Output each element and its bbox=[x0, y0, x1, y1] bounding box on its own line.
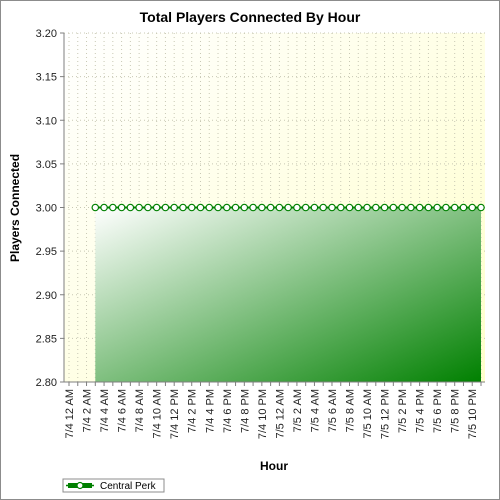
data-point bbox=[433, 203, 441, 212]
y-tick-label: 3.15 bbox=[36, 72, 57, 84]
x-tick-label: 7/5 12 AM bbox=[274, 389, 286, 439]
legend-box bbox=[62, 478, 165, 493]
y-tick-label: 3.20 bbox=[36, 28, 57, 40]
data-point bbox=[231, 203, 240, 212]
data-point bbox=[144, 203, 152, 212]
x-tick-label: 7/4 10 PM bbox=[257, 389, 269, 439]
x-tick-label: 7/5 10 PM bbox=[467, 389, 479, 439]
legend-label: Central Perk bbox=[100, 481, 157, 492]
x-tick-label: 7/4 8 AM bbox=[134, 389, 146, 432]
series-points-layer bbox=[91, 203, 485, 212]
data-point bbox=[275, 203, 284, 212]
data-point bbox=[135, 203, 143, 212]
x-tick-label: 7/5 6 AM bbox=[327, 389, 339, 432]
y-tick-label: 3.00 bbox=[36, 203, 57, 215]
chart-title: Total Players Connected By Hour bbox=[140, 9, 361, 25]
data-point bbox=[450, 203, 459, 212]
data-point bbox=[301, 203, 310, 212]
data-point bbox=[100, 203, 108, 212]
y-tick-label: 3.10 bbox=[36, 115, 57, 127]
x-tick-label: 7/5 12 PM bbox=[380, 389, 392, 439]
x-tick-label: 7/4 12 PM bbox=[169, 389, 181, 439]
x-tick-label: 7/5 4 PM bbox=[415, 389, 427, 433]
x-tick-label: 7/4 8 PM bbox=[239, 389, 251, 433]
data-point bbox=[310, 203, 319, 212]
data-point bbox=[380, 203, 389, 212]
x-tick-label: 7/5 6 PM bbox=[432, 389, 444, 433]
x-tick-label: 7/4 2 AM bbox=[82, 389, 94, 432]
x-tick-label: 7/5 2 AM bbox=[292, 389, 304, 432]
x-tick-label: 7/5 2 PM bbox=[397, 389, 409, 433]
data-point bbox=[170, 203, 178, 212]
data-point bbox=[179, 203, 187, 212]
x-tick-label: 7/4 6 PM bbox=[222, 389, 234, 433]
data-point bbox=[407, 203, 415, 212]
data-point bbox=[442, 203, 450, 212]
y-tick-label: 2.85 bbox=[36, 333, 57, 345]
x-axis-ticks: 7/4 12 AM 7/4 2 AM 7/4 4 AM 7/4 6 AM 7/4 8 A… bbox=[64, 382, 482, 439]
data-point bbox=[205, 203, 214, 212]
y-axis-ticks: 2.80 2.85 2.90 2.95 3.00 3.05 3.10 3.15 3.20 bbox=[36, 28, 64, 389]
series-area-layer bbox=[95, 207, 481, 382]
data-point bbox=[415, 203, 424, 212]
x-tick-label: 7/5 10 AM bbox=[362, 389, 374, 439]
x-tick-label: 7/4 10 AM bbox=[152, 389, 164, 439]
x-tick-label: 7/4 4 PM bbox=[204, 389, 216, 433]
data-point bbox=[398, 203, 406, 212]
x-tick-label: 7/4 6 AM bbox=[117, 389, 129, 432]
data-point bbox=[187, 203, 196, 212]
y-axis-title: Players Connected bbox=[8, 154, 22, 262]
data-point bbox=[214, 203, 222, 212]
data-point bbox=[161, 203, 170, 212]
data-point bbox=[284, 203, 292, 212]
data-point bbox=[126, 203, 135, 212]
y-tick-label: 3.05 bbox=[36, 159, 57, 171]
data-point bbox=[258, 203, 266, 212]
data-point bbox=[354, 203, 363, 212]
y-tick-label: 2.95 bbox=[36, 246, 57, 258]
data-point bbox=[372, 203, 380, 212]
data-point bbox=[196, 203, 205, 212]
data-point bbox=[389, 203, 398, 212]
data-point bbox=[319, 203, 328, 212]
x-tick-label: 7/5 8 AM bbox=[345, 389, 357, 432]
data-point bbox=[328, 203, 336, 212]
x-tick-label: 7/4 4 AM bbox=[99, 389, 111, 432]
x-axis-title: Hour bbox=[260, 459, 288, 473]
data-point bbox=[91, 203, 100, 212]
x-tick-label: 7/5 4 AM bbox=[309, 389, 321, 432]
legend: Central Perk bbox=[62, 478, 165, 493]
legend-marker bbox=[76, 481, 84, 490]
data-point bbox=[222, 203, 231, 212]
data-point bbox=[336, 203, 345, 212]
data-point bbox=[363, 203, 371, 212]
data-point bbox=[109, 203, 117, 212]
data-point bbox=[240, 203, 249, 212]
data-point bbox=[293, 203, 301, 212]
data-point bbox=[249, 203, 257, 212]
data-point bbox=[477, 203, 485, 212]
data-point bbox=[345, 203, 354, 212]
data-point bbox=[152, 203, 161, 212]
x-tick-label: 7/4 12 AM bbox=[64, 389, 76, 439]
data-point bbox=[424, 203, 433, 212]
data-point bbox=[266, 203, 275, 212]
y-tick-label: 2.80 bbox=[36, 377, 57, 389]
y-tick-label: 2.90 bbox=[36, 290, 57, 302]
series-area bbox=[95, 207, 481, 382]
x-tick-label: 7/4 2 PM bbox=[187, 389, 199, 433]
data-point bbox=[468, 203, 477, 212]
x-tick-label: 7/5 8 PM bbox=[450, 389, 462, 433]
data-point bbox=[459, 203, 468, 212]
data-point bbox=[117, 203, 126, 212]
